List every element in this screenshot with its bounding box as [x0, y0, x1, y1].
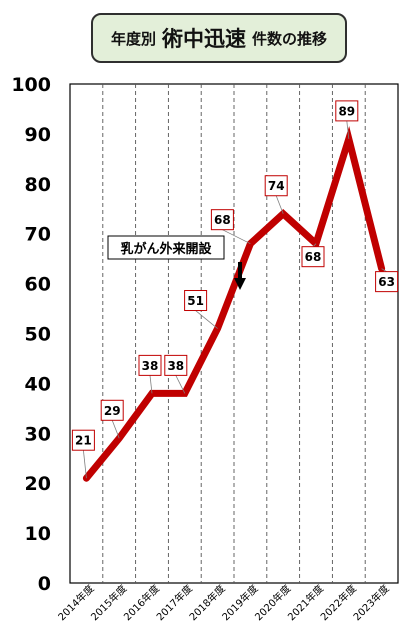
y-tick-label: 90	[25, 124, 51, 146]
data-label-leader	[83, 450, 87, 479]
data-label-leader	[195, 310, 218, 329]
data-label-leader	[175, 375, 186, 394]
chart-title: 年度別 術中迅速 件数の推移	[91, 13, 347, 63]
data-label-leader	[275, 195, 284, 214]
y-tick-label: 0	[38, 573, 51, 595]
annotation-arrow-head	[234, 278, 246, 290]
data-label-leader	[346, 120, 350, 139]
y-tick-label: 10	[25, 523, 51, 545]
data-label-box	[375, 271, 399, 293]
y-tick-label: 70	[25, 224, 51, 246]
plot-area	[69, 83, 399, 584]
data-label-box	[335, 100, 359, 122]
x-tick-label: 2023年度	[350, 582, 391, 623]
data-label-box	[184, 290, 208, 312]
annotation-box	[107, 235, 225, 260]
y-tick-label: 60	[25, 274, 51, 296]
y-tick-label: 30	[25, 423, 51, 445]
title-prefix: 年度別	[110, 29, 156, 48]
data-label: 38	[167, 359, 184, 373]
data-label: 63	[378, 275, 395, 289]
annotation-text: 乳がん外来開設	[120, 241, 212, 257]
data-label-box	[138, 354, 162, 376]
data-label-leader	[111, 420, 120, 439]
data-label-box	[210, 209, 234, 231]
data-label-box	[301, 246, 325, 268]
y-tick-label: 100	[11, 74, 51, 96]
y-tick-label: 20	[25, 473, 51, 495]
data-label: 68	[214, 213, 231, 227]
data-label: 21	[75, 434, 92, 448]
y-tick-label: 50	[25, 324, 51, 346]
data-label: 38	[142, 359, 159, 373]
data-label-box	[100, 399, 124, 421]
data-label-box	[164, 354, 188, 376]
series-line	[82, 126, 386, 482]
data-label: 51	[187, 294, 204, 308]
y-tick-label: 80	[25, 174, 51, 196]
data-label: 29	[104, 404, 121, 418]
data-label: 68	[305, 250, 322, 264]
data-label: 74	[268, 179, 285, 193]
title-main: 術中迅速	[162, 27, 246, 51]
data-label-leader	[222, 229, 251, 245]
data-label: 89	[338, 104, 355, 118]
title-suffix: 件数の推移	[252, 29, 328, 48]
data-label-box	[71, 429, 95, 451]
y-tick-label: 40	[25, 373, 51, 395]
data-label-box	[264, 175, 288, 197]
data-label-leader	[149, 375, 153, 394]
